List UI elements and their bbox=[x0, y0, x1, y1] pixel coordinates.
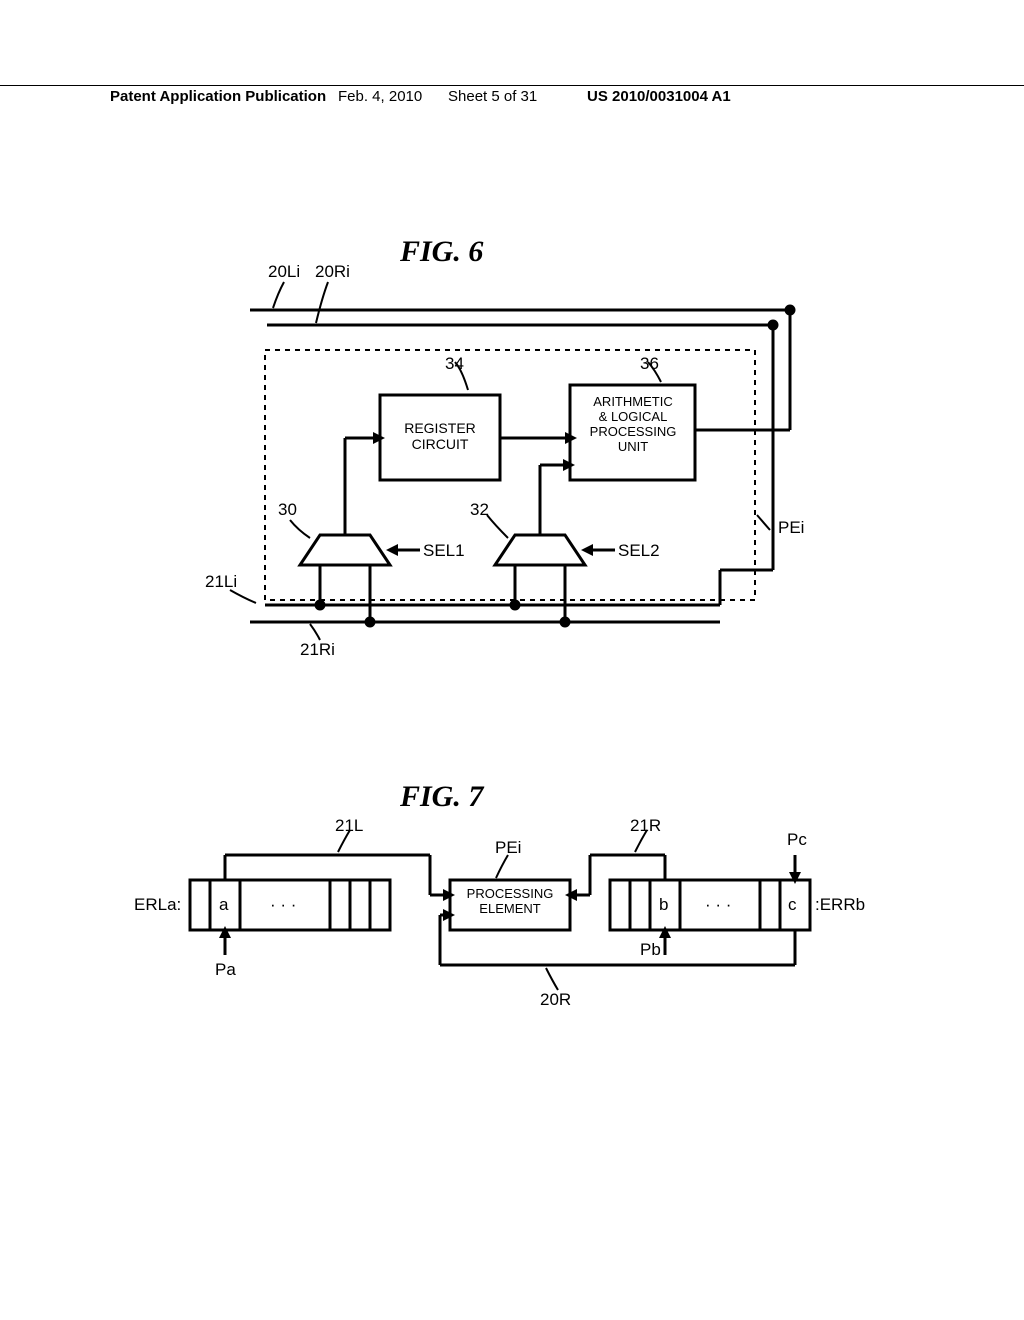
label-pa: Pa bbox=[215, 960, 236, 980]
dots-left: · · · bbox=[270, 895, 296, 915]
label-pc: Pc bbox=[787, 830, 807, 850]
label-erla: ERLa: bbox=[134, 895, 181, 915]
processing-line2: ELEMENT bbox=[455, 901, 565, 916]
label-20r: 20R bbox=[540, 990, 571, 1010]
label-pb: Pb bbox=[640, 940, 661, 960]
fig7-diagram bbox=[0, 0, 1024, 1320]
dots-right: · · · bbox=[705, 895, 731, 915]
label-21l: 21L bbox=[335, 816, 363, 836]
label-errb: :ERRb bbox=[815, 895, 865, 915]
label-21r: 21R bbox=[630, 816, 661, 836]
cell-c: c bbox=[788, 895, 797, 915]
label-pei-fig7: PEi bbox=[495, 838, 521, 858]
processing-line1: PROCESSING bbox=[455, 886, 565, 901]
processing-box: PROCESSING ELEMENT bbox=[455, 886, 565, 916]
cell-b: b bbox=[659, 895, 668, 915]
cell-a: a bbox=[219, 895, 228, 915]
